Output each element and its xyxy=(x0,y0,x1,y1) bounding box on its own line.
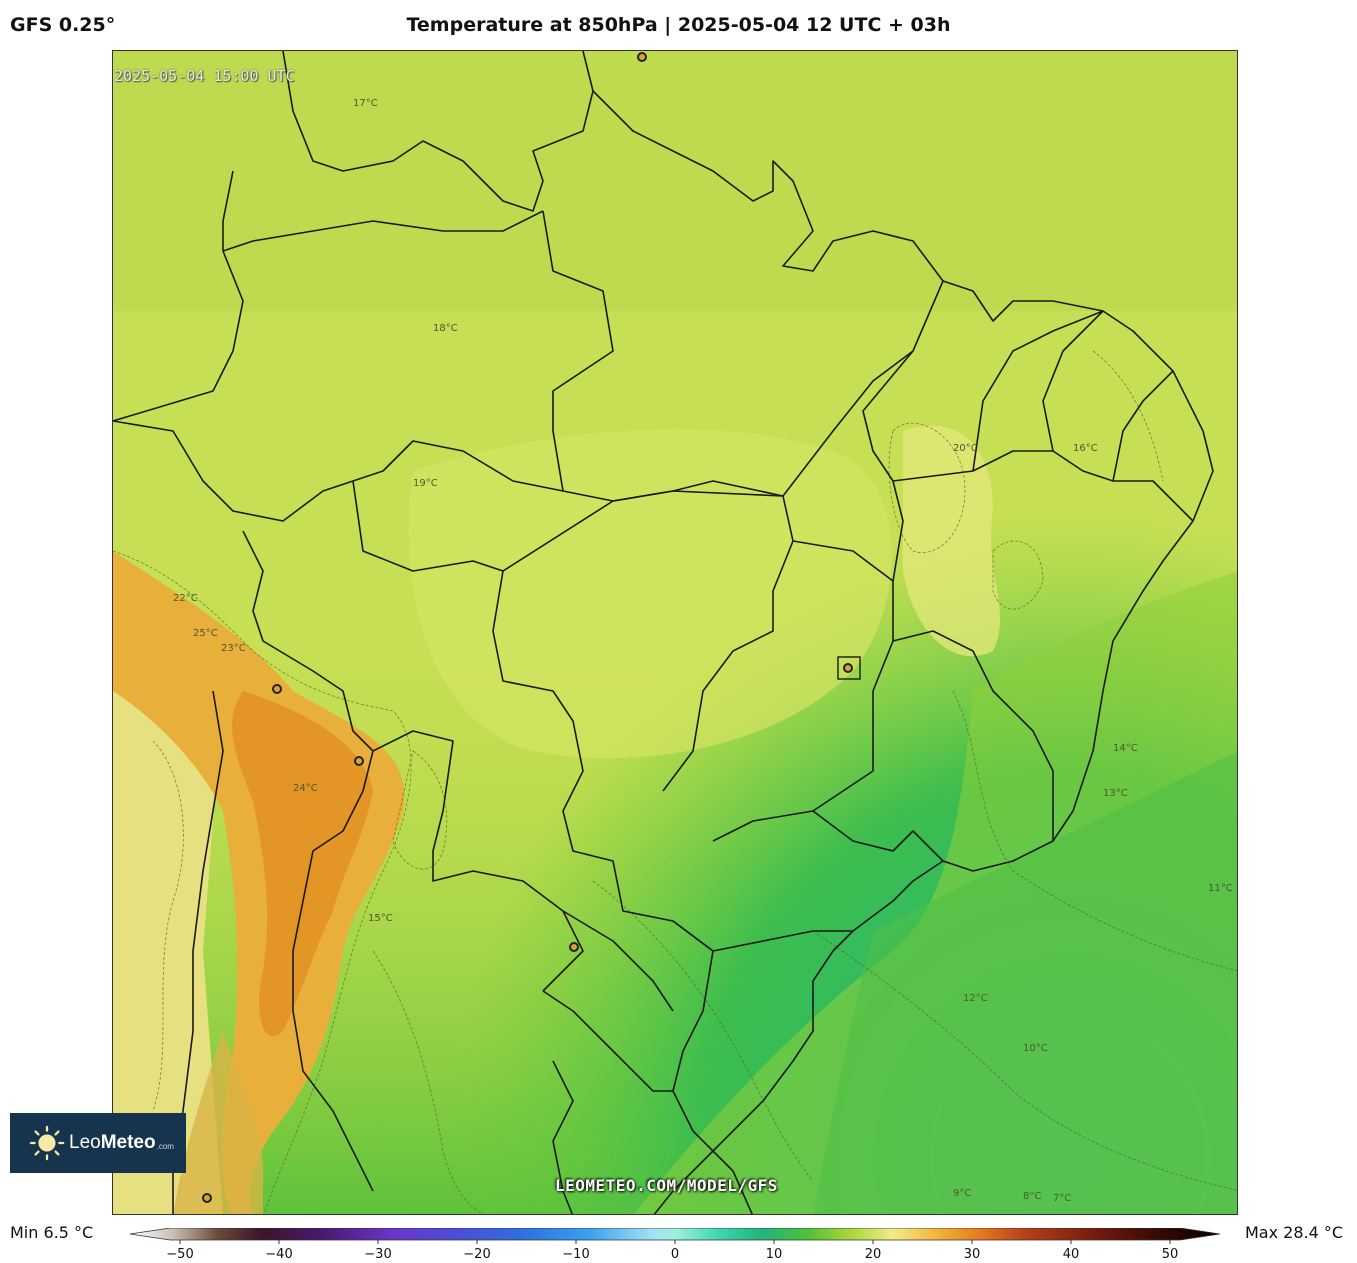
border-uruguay xyxy=(552,1060,574,1214)
border-interior-10 xyxy=(1112,370,1174,482)
contour-label: 19°C xyxy=(413,478,438,489)
border-sp-1 xyxy=(812,810,944,862)
city-markers xyxy=(202,52,853,1203)
contour-1 xyxy=(113,550,412,1214)
contour-8 xyxy=(592,880,814,1182)
contour-4 xyxy=(812,930,1237,1191)
colorbar-bar xyxy=(130,1228,1221,1241)
contour-label: 18°C xyxy=(433,323,458,334)
border-interior-8 xyxy=(972,310,1104,472)
contour-label: 22°C xyxy=(173,593,198,604)
coastal-sea-zone xyxy=(813,751,1237,1214)
contour-labels: 17°C 18°C 19°C 20°C 16°C 15°C 14°C 13°C … xyxy=(173,98,1233,1204)
border-interior-1 xyxy=(352,480,714,952)
contour-label: 23°C xyxy=(221,643,246,654)
contour-lines xyxy=(113,350,1237,1214)
contour-label: 8°C xyxy=(1023,1191,1041,1202)
max-temperature: Max 28.4 °C xyxy=(1245,1223,1344,1242)
border-interior-11 xyxy=(672,920,853,952)
federal-district-box xyxy=(837,656,861,680)
border-interior-13 xyxy=(542,990,673,1092)
border-west-1 xyxy=(113,420,784,522)
colorbar-tick-label: 10 xyxy=(766,1247,783,1262)
colorbar-tick-label: 30 xyxy=(964,1247,981,1262)
border-interior-2 xyxy=(502,480,794,792)
coastline xyxy=(582,51,1214,1214)
andes-warm-band xyxy=(113,551,405,1214)
colorbar-tick-label: −30 xyxy=(364,1247,391,1262)
contour-label: 24°C xyxy=(293,783,318,794)
border-interior-9 xyxy=(1042,310,1104,452)
city-marker[interactable] xyxy=(272,684,282,694)
contour-label: 15°C xyxy=(368,913,393,924)
logo-tld: .com xyxy=(156,1141,174,1151)
border-interior-4 xyxy=(712,540,894,842)
contour-10 xyxy=(392,750,448,870)
warm-northeast-zone xyxy=(903,425,1001,657)
andes-south-zone xyxy=(173,1031,263,1214)
border-interior-5 xyxy=(862,350,914,582)
colorbar-tick-label: 40 xyxy=(1063,1247,1080,1262)
contour-label: 12°C xyxy=(963,993,988,1004)
colorbar-tick-label: −50 xyxy=(166,1247,193,1262)
border-north-2 xyxy=(113,170,244,422)
sun-icon xyxy=(29,1125,65,1161)
colorbar: −50 −40 −30 −20 −10 0 10 20 30 40 50 xyxy=(130,1228,1221,1262)
contour-label: 13°C xyxy=(1103,788,1128,799)
warm-interior-zone xyxy=(408,429,892,759)
valid-time-label: 2025-05-04 15:00 UTC xyxy=(114,67,295,85)
border-bolivia xyxy=(242,530,584,992)
borders xyxy=(113,51,1214,1214)
site-watermark: LEOMETEO.COM/MODEL/GFS xyxy=(555,1176,778,1195)
colorbar-tick-label: 0 xyxy=(671,1247,679,1262)
contour-3 xyxy=(952,690,1237,971)
leometeo-logo[interactable]: LeoMeteo .com xyxy=(10,1113,186,1173)
contour-7 xyxy=(372,950,485,1214)
temperature-map-svg: 17°C 18°C 19°C 20°C 16°C 15°C 14°C 13°C … xyxy=(113,51,1237,1214)
border-interior-14 xyxy=(562,910,674,1012)
city-marker[interactable] xyxy=(637,52,647,62)
city-marker[interactable] xyxy=(843,663,853,673)
logo-text: LeoMeteo xyxy=(69,1132,156,1154)
contour-label: 17°C xyxy=(353,98,378,109)
border-north-4 xyxy=(542,210,614,492)
model-label: GFS 0.25° xyxy=(10,14,116,36)
contour-2 xyxy=(152,740,184,1112)
colorbar-ticks: −50 −40 −30 −20 −10 0 10 20 30 40 50 xyxy=(166,1240,1178,1262)
colorbar-tick-label: −20 xyxy=(463,1247,490,1262)
contour-label: 10°C xyxy=(1023,1043,1048,1054)
border-interior-12 xyxy=(672,950,714,1152)
logo-text-light: Leo xyxy=(69,1132,101,1153)
border-argentina xyxy=(292,750,374,1192)
contour-label: 25°C xyxy=(193,628,218,639)
contour-label: 16°C xyxy=(1073,443,1098,454)
contour-label: 7°C xyxy=(1053,1193,1071,1204)
city-marker[interactable] xyxy=(202,1193,212,1203)
colorbar-tick-label: −10 xyxy=(562,1247,589,1262)
city-marker[interactable] xyxy=(354,756,364,766)
logo-text-bold: Meteo xyxy=(100,1132,156,1153)
colorbar-tick-label: 50 xyxy=(1162,1247,1179,1262)
colorbar-tick-label: 20 xyxy=(865,1247,882,1262)
min-temperature: Min 6.5 °C xyxy=(10,1223,94,1242)
contour-label: 9°C xyxy=(953,1188,971,1199)
andes-core xyxy=(232,691,373,1037)
border-south-2 xyxy=(712,1150,753,1214)
contour-9 xyxy=(1092,350,1164,482)
city-marker[interactable] xyxy=(569,942,579,952)
border-interior-3 xyxy=(782,280,944,497)
border-interior-6 xyxy=(892,630,1054,841)
border-interior-7 xyxy=(892,450,1194,522)
weather-map[interactable]: 17°C 18°C 19°C 20°C 16°C 15°C 14°C 13°C … xyxy=(112,50,1238,1215)
contour-label: 11°C xyxy=(1208,883,1233,894)
pacific-zone xyxy=(113,661,223,1214)
contour-label: 14°C xyxy=(1113,743,1138,754)
colorbar-tick-label: −40 xyxy=(265,1247,292,1262)
border-north-3 xyxy=(222,210,544,252)
border-north-guiana xyxy=(282,51,594,212)
map-title: Temperature at 850hPa | 2025-05-04 12 UT… xyxy=(406,14,951,36)
contour-label: 20°C xyxy=(953,443,978,454)
contour-5 xyxy=(888,422,966,553)
